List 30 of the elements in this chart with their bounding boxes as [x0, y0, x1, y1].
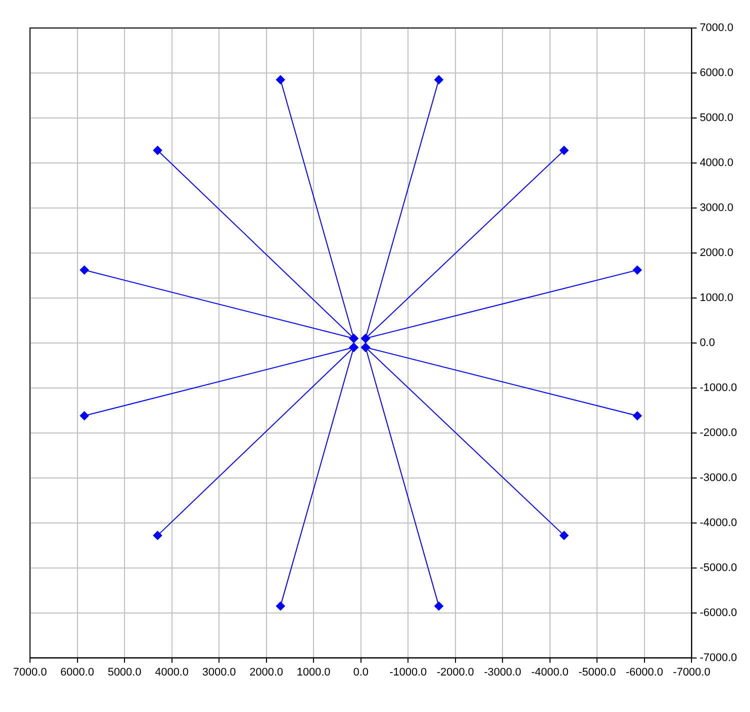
- y-tick-label: 4000.0: [700, 156, 734, 169]
- y-tick-label: -2000.0: [700, 426, 738, 439]
- y-tick-label: -5000.0: [700, 562, 738, 574]
- x-tick-label: 0.0: [353, 666, 368, 678]
- x-tick-label: -3000.0: [484, 666, 522, 678]
- x-tick-label: 6000.0: [60, 666, 94, 678]
- y-tick-label: 7000.0: [700, 22, 734, 34]
- y-tick-label: 2000.0: [700, 246, 734, 259]
- y-tick-label: 0.0: [700, 336, 715, 349]
- x-tick-label: 5000.0: [108, 666, 142, 678]
- y-tick-label: 6000.0: [700, 67, 734, 80]
- x-tick-label: -5000.0: [578, 666, 616, 678]
- x-tick-label: 7000.0: [13, 666, 47, 678]
- y-tick-label: 3000.0: [700, 202, 734, 214]
- x-tick-label: -2000.0: [436, 666, 474, 678]
- y-tick-label: 5000.0: [700, 112, 734, 124]
- y-tick-label: 1000.0: [700, 292, 734, 304]
- x-tick-label: -1000.0: [389, 666, 427, 678]
- x-tick-label: -4000.0: [531, 666, 569, 678]
- x-tick-label: -7000.0: [673, 666, 710, 678]
- y-tick-label: -1000.0: [700, 382, 738, 394]
- y-tick-label: -3000.0: [700, 472, 738, 484]
- y-tick-label: -4000.0: [700, 516, 738, 529]
- x-tick-label: 2000.0: [249, 666, 284, 678]
- y-tick-label: -6000.0: [700, 606, 738, 619]
- x-tick-label: 1000.0: [296, 666, 330, 678]
- y-tick-label: -7000.0: [700, 652, 738, 664]
- x-tick-label: 3000.0: [202, 666, 236, 678]
- x-tick-label: -6000.0: [626, 666, 664, 678]
- x-tick-label: 4000.0: [154, 666, 189, 678]
